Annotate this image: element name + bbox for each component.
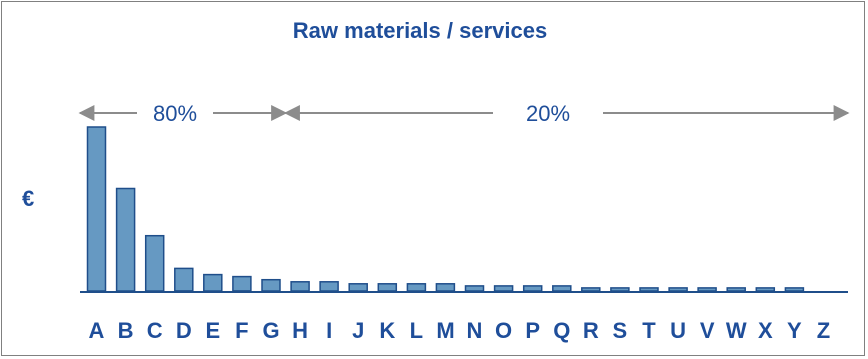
chart-title: Raw materials / services <box>292 18 548 43</box>
bar-R <box>581 287 601 292</box>
x-tick-D: D <box>176 318 192 343</box>
x-tick-V: V <box>700 318 715 343</box>
x-tick-T: T <box>642 318 656 343</box>
bar-D <box>174 267 194 292</box>
x-tick-W: W <box>726 318 747 343</box>
x-tick-H: H <box>292 318 308 343</box>
bar-J <box>348 283 368 292</box>
bar-V <box>697 287 717 292</box>
x-tick-B: B <box>118 318 134 343</box>
x-tick-F: F <box>235 318 248 343</box>
bar-L <box>406 283 427 292</box>
x-tick-K: K <box>379 318 395 343</box>
x-tick-O: O <box>495 318 512 343</box>
x-tick-I: I <box>326 318 332 343</box>
bar-K <box>377 283 398 292</box>
x-tick-L: L <box>410 318 423 343</box>
bar-Y <box>784 287 805 292</box>
bar-H <box>290 281 310 292</box>
x-tick-M: M <box>436 318 454 343</box>
y-axis-label: € <box>22 186 35 211</box>
x-tick-U: U <box>670 318 686 343</box>
bar-B <box>115 187 136 292</box>
x-tick-X: X <box>758 318 773 343</box>
x-tick-G: G <box>262 318 279 343</box>
range-annotations: 80% 20% <box>78 101 850 126</box>
bar-S <box>610 287 630 292</box>
x-tick-Z: Z <box>817 318 830 343</box>
x-tick-A: A <box>89 318 105 343</box>
bar-I <box>319 281 339 292</box>
bar-C <box>144 234 165 292</box>
bar-N <box>464 285 485 292</box>
bar-X <box>755 287 776 292</box>
bar-A <box>86 126 107 292</box>
bar-Q <box>552 285 572 292</box>
bar-E <box>203 273 223 292</box>
annotation-label-20pct: 20% <box>526 101 570 126</box>
bar-G <box>261 278 281 292</box>
bars-group <box>86 126 805 292</box>
x-tick-Q: Q <box>553 318 570 343</box>
x-tick-E: E <box>205 318 220 343</box>
x-tick-Y: Y <box>787 318 802 343</box>
annotation-label-80pct: 80% <box>153 101 197 126</box>
bar-U <box>668 287 688 292</box>
x-tick-C: C <box>147 318 163 343</box>
bar-F <box>232 275 252 292</box>
x-tick-S: S <box>613 318 628 343</box>
x-tick-R: R <box>583 318 599 343</box>
bar-W <box>726 287 746 292</box>
x-tick-P: P <box>525 318 540 343</box>
bar-M <box>435 283 456 292</box>
x-tick-N: N <box>467 318 483 343</box>
bar-T <box>639 287 659 292</box>
bar-P <box>522 285 543 292</box>
x-tick-J: J <box>352 318 364 343</box>
bar-O <box>493 285 514 292</box>
